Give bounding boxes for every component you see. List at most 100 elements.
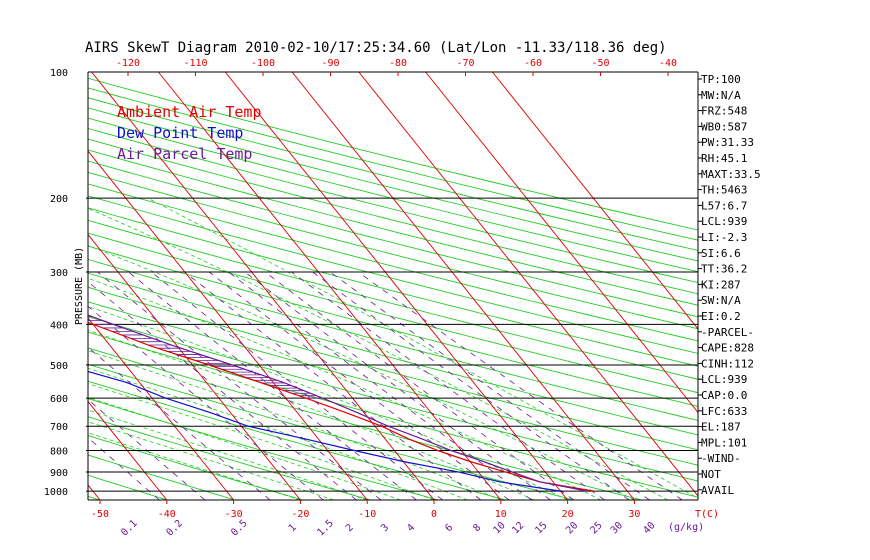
index-label: -PARCEL-	[701, 326, 754, 339]
mixing-ratio-label: 0.5	[229, 518, 250, 539]
mixing-ratio-label: 2	[344, 522, 356, 534]
index-label: LCL:939	[701, 215, 747, 228]
mixing-ratio-label: 25	[588, 520, 604, 536]
dry-adiabat	[88, 331, 698, 498]
bottom-temp-tick-label: -40	[158, 509, 176, 520]
top-temp-tick-label: -60	[524, 58, 542, 69]
isotherm	[224, 72, 568, 500]
dry-adiabat	[88, 138, 698, 295]
isotherm	[358, 72, 698, 497]
top-temp-tick-label: -110	[183, 58, 207, 69]
mixing-ratio-line	[88, 305, 324, 500]
mixing-ratio-label: 20	[564, 520, 580, 536]
isotherm	[91, 72, 435, 500]
index-label: WB0:587	[701, 120, 747, 133]
top-temp-tick-label: -40	[659, 58, 677, 69]
background-lines	[0, 72, 698, 500]
moist-adiabat	[88, 432, 301, 500]
dry-adiabat	[88, 363, 574, 500]
mixing-ratio-line	[312, 271, 630, 500]
mixing-ratio-label: 10	[491, 520, 507, 536]
index-label: SI:6.6	[701, 247, 741, 260]
dry-adiabat	[88, 207, 698, 367]
dry-adiabat	[88, 286, 698, 451]
mixing-ratio-unit-label: (g/kg)	[668, 522, 704, 533]
mixing-ratio-label: 0.2	[164, 518, 185, 539]
isotherm	[88, 233, 301, 500]
dry-adiabat	[88, 301, 698, 466]
index-label: -WIND-	[701, 452, 741, 465]
dry-adiabat	[88, 127, 698, 284]
moist-adiabat	[88, 409, 368, 500]
mixing-ratio-label: 4	[405, 522, 417, 534]
mixing-ratio-line	[88, 281, 357, 500]
mixing-ratio-line	[88, 346, 271, 500]
moist-adiabat	[88, 396, 401, 500]
bottom-temp-tick-label: -50	[91, 509, 109, 520]
moist-adiabat	[88, 383, 435, 500]
moist-adiabat	[88, 421, 334, 500]
index-label: LFC:633	[701, 405, 747, 418]
mixing-ratio-line	[244, 271, 551, 500]
stability-indices: TP:100 MW:N/A FRZ:548 WB0:587 PW:31.33 RH:45.…	[698, 73, 761, 497]
top-temp-tick-label: -50	[591, 58, 609, 69]
series-line	[88, 321, 595, 492]
mixing-ratio-line	[128, 271, 417, 500]
legend: Ambient Air Temp Dew Point Temp Air Parcel…	[117, 103, 262, 163]
moist-adiabat	[88, 207, 668, 500]
bottom-temp-tick-label: -10	[358, 509, 376, 520]
isotherm	[88, 400, 168, 500]
isotherm	[88, 150, 368, 500]
pressure-tick-label: 300	[50, 268, 68, 279]
pressure-tick-label: 800	[50, 447, 68, 458]
index-label: TT:36.2	[701, 263, 747, 276]
moist-adiabat	[88, 245, 635, 500]
moist-adiabat	[88, 305, 568, 500]
dry-adiabat	[88, 258, 698, 421]
mixing-ratio-label: 6	[443, 522, 455, 534]
mixing-ratio-line	[291, 271, 605, 500]
index-label: MW:N/A	[701, 89, 741, 102]
mixing-ratio-label: 12	[510, 520, 526, 536]
index-label: CAP:0.0	[701, 389, 747, 402]
index-label: MAXT:33.5	[701, 168, 761, 181]
index-label: CINH:112	[701, 357, 754, 370]
mixing-ratio-line	[329, 271, 650, 500]
top-temp-tick-label: -120	[116, 58, 140, 69]
isotherm	[88, 317, 234, 500]
pressure-tick-label: 1000	[44, 487, 68, 498]
mixing-ratio-label: 8	[471, 522, 483, 534]
index-label: AVAIL	[701, 484, 734, 497]
legend-entry: Dew Point Temp	[117, 124, 243, 142]
series-line	[88, 370, 561, 492]
dry-adiabat	[88, 272, 698, 436]
mixing-ratio-line	[88, 398, 206, 500]
mixing-ratio-label: 30	[609, 520, 625, 536]
index-label: CAPE:828	[701, 342, 754, 355]
bottom-temp-tick-label: 20	[562, 509, 574, 520]
mixing-ratio-label: 1	[287, 522, 299, 534]
top-temp-tick-label: -90	[321, 58, 339, 69]
isotherm	[425, 72, 698, 414]
top-temp-tick-label: -100	[251, 58, 275, 69]
isotherm	[0, 72, 33, 500]
chart-title: AIRS SkewT Diagram 2010-02-10/17:25:34.6…	[85, 40, 667, 56]
isotherm	[492, 72, 698, 330]
moist-adiabat	[88, 277, 602, 500]
isotherm	[158, 72, 502, 500]
bottom-temp-tick-label: 0	[431, 509, 437, 520]
index-label: LCL:939	[701, 373, 747, 386]
mixing-ratio-label: 1.5	[315, 518, 336, 539]
mixing-ratio-line	[151, 271, 443, 500]
dry-adiabat	[88, 435, 303, 500]
pressure-tick-label: 700	[50, 422, 68, 433]
index-label: NOT	[701, 468, 721, 481]
moist-adiabat	[88, 367, 468, 500]
dry-adiabat	[88, 380, 507, 500]
dry-adiabat	[88, 97, 698, 251]
series-lines	[88, 314, 595, 492]
mixing-ratio-line	[228, 271, 532, 500]
legend-entry: Ambient Air Temp	[117, 103, 262, 121]
top-temp-tick-label: -70	[456, 58, 474, 69]
bottom-temp-tick-label: -30	[225, 509, 243, 520]
